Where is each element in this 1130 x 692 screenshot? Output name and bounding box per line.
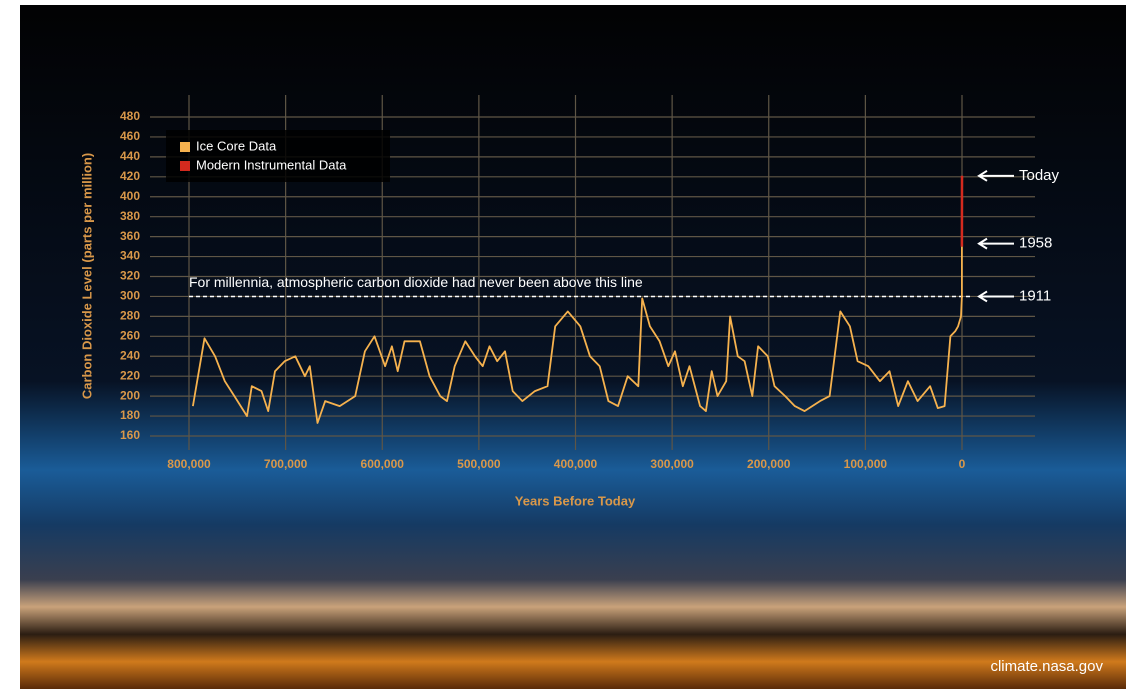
x-tick-label: 100,000 <box>844 457 888 471</box>
y-tick-label: 220 <box>120 368 140 382</box>
legend-box <box>166 130 390 182</box>
y-tick-label: 420 <box>120 169 140 183</box>
annotation-arrow <box>977 237 1014 250</box>
x-tick-label: 500,000 <box>457 457 501 471</box>
y-tick-label: 440 <box>120 149 140 163</box>
y-tick-label: 260 <box>120 328 140 342</box>
background <box>20 5 1126 689</box>
x-tick-label: 600,000 <box>361 457 405 471</box>
annotation-arrow <box>977 169 1014 182</box>
y-tick-label: 480 <box>120 109 140 123</box>
y-tick-label: 280 <box>120 309 140 323</box>
legend-label: Ice Core Data <box>196 138 277 153</box>
x-tick-label: 800,000 <box>167 457 211 471</box>
data-line <box>192 246 963 424</box>
y-tick-label: 460 <box>120 129 140 143</box>
x-tick-label: 400,000 <box>554 457 598 471</box>
annotation-arrow <box>977 290 1014 303</box>
threshold-label: For millennia, atmospheric carbon dioxid… <box>189 274 643 290</box>
x-tick-label: 0 <box>959 457 966 471</box>
y-axis-label: Carbon Dioxide Level (parts per million) <box>79 153 94 399</box>
y-tick-label: 160 <box>120 428 140 442</box>
annotation-label: Today <box>1019 167 1060 184</box>
y-tick-label: 240 <box>120 348 140 362</box>
x-tick-label: 700,000 <box>264 457 308 471</box>
y-tick-label: 400 <box>120 189 140 203</box>
y-tick-label: 320 <box>120 269 140 283</box>
source: climate.nasa.gov <box>990 658 1103 675</box>
legend-swatch <box>180 161 190 171</box>
x-axis-label: Years Before Today <box>515 493 636 508</box>
annotation-label: 1911 <box>1019 287 1051 304</box>
annotation-label: 1958 <box>1019 235 1052 252</box>
legend-swatch <box>180 142 190 152</box>
y-tick-label: 360 <box>120 229 140 243</box>
legend-label: Modern Instrumental Data <box>196 157 347 172</box>
x-tick-label: 300,000 <box>650 457 694 471</box>
x-tick-label: 200,000 <box>747 457 791 471</box>
y-tick-label: 200 <box>120 388 140 402</box>
y-tick-label: 300 <box>120 289 140 303</box>
y-tick-label: 340 <box>120 249 140 263</box>
y-tick-label: 180 <box>120 408 140 422</box>
y-tick-label: 380 <box>120 209 140 223</box>
